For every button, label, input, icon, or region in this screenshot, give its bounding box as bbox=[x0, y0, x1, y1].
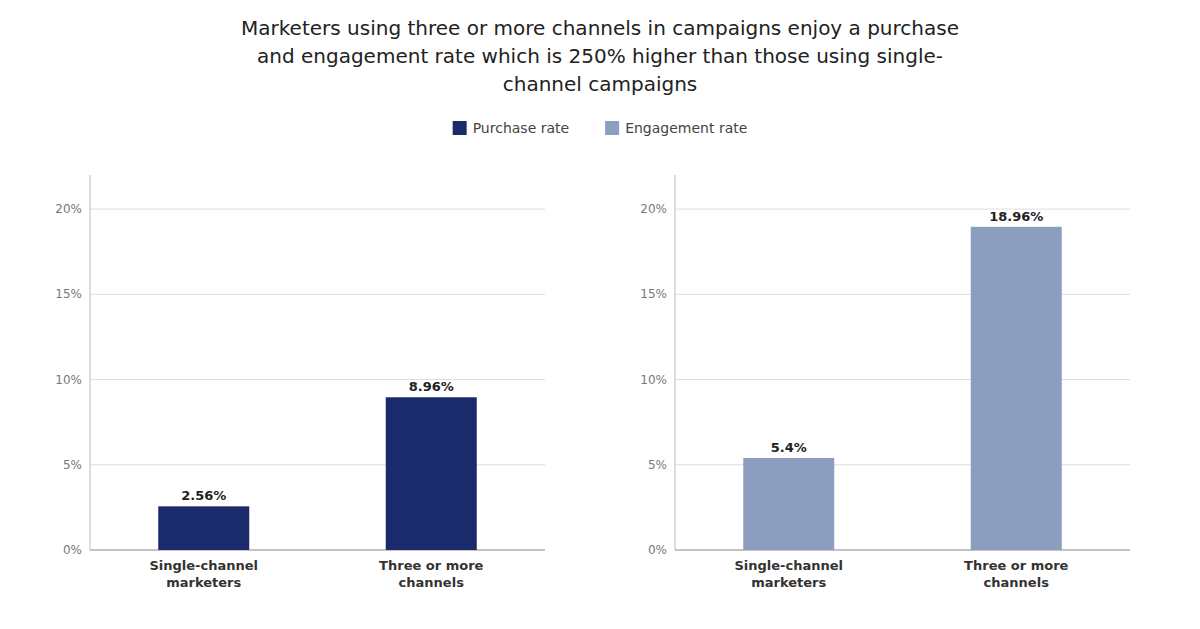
y-tick-label: 5% bbox=[648, 458, 667, 472]
bars bbox=[158, 397, 477, 550]
legend: Purchase rate Engagement rate bbox=[453, 120, 748, 136]
category-label: Single-channel marketers bbox=[149, 558, 258, 590]
category-label: Three or more channels bbox=[379, 558, 483, 590]
data-label: 5.4% bbox=[771, 440, 807, 455]
y-axis-line bbox=[90, 175, 91, 550]
legend-swatch bbox=[605, 121, 619, 135]
y-axis-line bbox=[675, 175, 676, 550]
legend-item: Purchase rate bbox=[453, 120, 569, 136]
y-tick-label: 15% bbox=[640, 287, 667, 301]
data-label: 8.96% bbox=[409, 379, 454, 394]
category-label-line: marketers bbox=[751, 575, 826, 590]
y-tick-label: 20% bbox=[640, 202, 667, 216]
legend-item: Engagement rate bbox=[605, 120, 747, 136]
category-label-line: Three or more bbox=[964, 558, 1068, 573]
grid-line bbox=[90, 379, 545, 380]
bar-panel: 0% 5% 10% 15% 20% 2.56% Single-channel marketer… bbox=[55, 175, 545, 590]
y-tick-label: 0% bbox=[648, 543, 667, 557]
bar-panel: 0% 5% 10% 15% 20% 5.4% Single-channel marketers… bbox=[640, 175, 1130, 590]
bar bbox=[386, 397, 477, 550]
category-label-line: Three or more bbox=[379, 558, 483, 573]
grid-line bbox=[90, 294, 545, 295]
category-label-line: channels bbox=[399, 575, 465, 590]
y-tick-label: 10% bbox=[640, 373, 667, 387]
category-label-line: marketers bbox=[166, 575, 241, 590]
category-label-line: Single-channel bbox=[149, 558, 258, 573]
y-tick-label: 0% bbox=[63, 543, 82, 557]
y-tick-label: 10% bbox=[55, 373, 82, 387]
data-label: 2.56% bbox=[181, 488, 226, 503]
grid-line bbox=[90, 209, 545, 210]
y-tick-label: 20% bbox=[55, 202, 82, 216]
title: Marketers using three or more channels i… bbox=[220, 14, 980, 98]
category-label: Single-channel marketers bbox=[734, 558, 843, 590]
legend-label: Engagement rate bbox=[625, 120, 747, 136]
bar bbox=[743, 458, 834, 550]
category-label-line: channels bbox=[984, 575, 1050, 590]
legend-label: Purchase rate bbox=[473, 120, 569, 136]
category-label-line: Single-channel bbox=[734, 558, 843, 573]
category-label: Three or more channels bbox=[964, 558, 1068, 590]
y-tick-label: 15% bbox=[55, 287, 82, 301]
legend-swatch bbox=[453, 121, 467, 135]
bars bbox=[743, 227, 1062, 550]
chart: Purchase rate Engagement rate 0% 5% 10% 15% 20… bbox=[0, 0, 1200, 629]
grid-line bbox=[675, 209, 1130, 210]
bar bbox=[971, 227, 1062, 550]
data-label: 18.96% bbox=[989, 209, 1043, 224]
bar bbox=[158, 506, 249, 550]
y-tick-label: 5% bbox=[63, 458, 82, 472]
